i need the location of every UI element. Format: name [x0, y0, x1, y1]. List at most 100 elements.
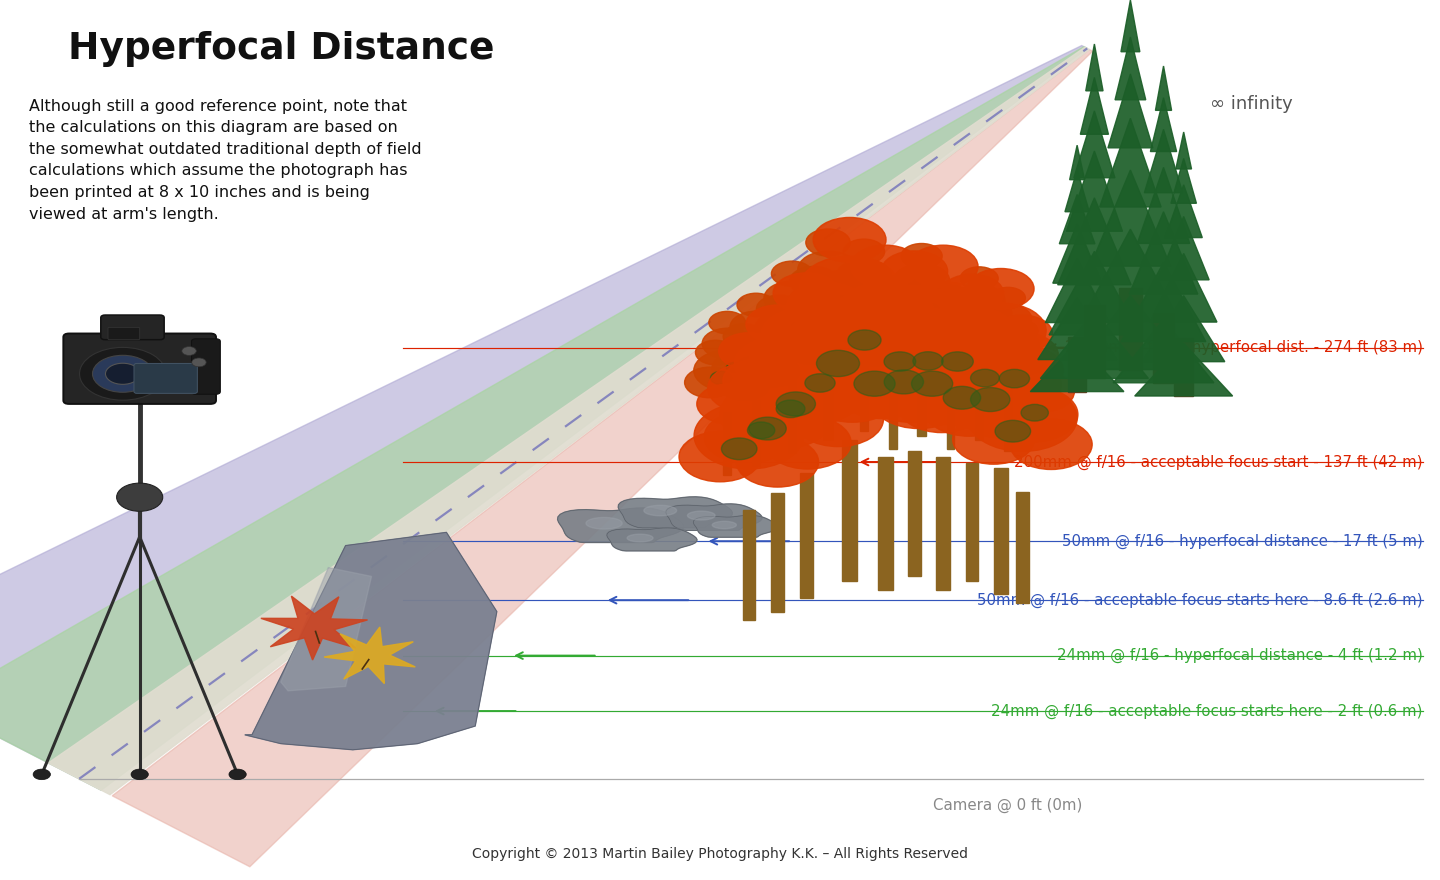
Polygon shape — [788, 379, 796, 453]
FancyBboxPatch shape — [134, 363, 197, 393]
Circle shape — [737, 293, 775, 317]
Polygon shape — [644, 505, 677, 516]
Circle shape — [968, 385, 1077, 451]
Circle shape — [825, 306, 901, 353]
Circle shape — [704, 411, 791, 464]
Circle shape — [845, 310, 870, 324]
Circle shape — [793, 391, 884, 447]
Circle shape — [832, 289, 913, 338]
Circle shape — [971, 370, 999, 387]
Circle shape — [708, 363, 791, 414]
Circle shape — [694, 350, 760, 391]
Circle shape — [881, 251, 948, 291]
Circle shape — [773, 332, 798, 346]
Circle shape — [870, 285, 960, 341]
Circle shape — [999, 370, 1030, 388]
Polygon shape — [112, 49, 1093, 867]
Polygon shape — [799, 473, 814, 598]
Polygon shape — [824, 359, 832, 440]
Polygon shape — [936, 457, 950, 590]
Text: 200mm @ f/16 - hyperfocal dist. - 274 ft (83 m): 200mm @ f/16 - hyperfocal dist. - 274 ft… — [1064, 340, 1423, 356]
Polygon shape — [665, 504, 762, 531]
Circle shape — [992, 347, 1012, 360]
Circle shape — [763, 365, 832, 407]
Circle shape — [756, 295, 802, 323]
Polygon shape — [723, 413, 732, 475]
Circle shape — [721, 438, 757, 459]
Circle shape — [827, 285, 901, 331]
Circle shape — [835, 259, 893, 293]
Circle shape — [874, 275, 912, 299]
Circle shape — [978, 316, 1017, 340]
Circle shape — [884, 352, 916, 371]
Polygon shape — [1005, 388, 1011, 451]
Polygon shape — [0, 46, 1087, 790]
Circle shape — [739, 356, 762, 370]
Polygon shape — [752, 400, 760, 466]
Circle shape — [747, 327, 789, 352]
Polygon shape — [975, 373, 984, 440]
Polygon shape — [261, 596, 367, 660]
Circle shape — [863, 299, 881, 311]
Circle shape — [896, 282, 991, 340]
Circle shape — [867, 294, 919, 326]
Circle shape — [708, 312, 746, 334]
Circle shape — [816, 305, 873, 339]
Polygon shape — [1142, 296, 1225, 362]
Polygon shape — [878, 457, 893, 590]
Circle shape — [920, 303, 939, 314]
Circle shape — [884, 290, 959, 335]
Circle shape — [971, 301, 1012, 326]
Polygon shape — [1031, 342, 1125, 392]
Polygon shape — [917, 362, 926, 436]
Polygon shape — [245, 532, 497, 750]
Circle shape — [744, 326, 801, 361]
Circle shape — [1008, 371, 1074, 412]
Polygon shape — [586, 517, 622, 529]
FancyBboxPatch shape — [63, 334, 216, 404]
Circle shape — [851, 246, 920, 288]
Polygon shape — [1120, 0, 1140, 52]
Circle shape — [808, 306, 834, 322]
Polygon shape — [1145, 129, 1182, 193]
Polygon shape — [324, 627, 415, 684]
Circle shape — [755, 347, 772, 357]
Polygon shape — [907, 451, 922, 576]
Circle shape — [913, 312, 969, 347]
Polygon shape — [606, 528, 697, 551]
Circle shape — [1001, 346, 1048, 375]
Circle shape — [870, 313, 946, 359]
Polygon shape — [888, 382, 897, 449]
Text: 50mm @ f/16 - acceptable focus starts here - 8.6 ft (2.6 m): 50mm @ f/16 - acceptable focus starts he… — [978, 592, 1423, 608]
Polygon shape — [557, 508, 684, 542]
Circle shape — [999, 319, 1038, 342]
Circle shape — [968, 343, 1015, 372]
Circle shape — [773, 273, 840, 313]
Circle shape — [968, 268, 1034, 309]
Polygon shape — [281, 568, 372, 691]
Circle shape — [913, 352, 943, 370]
Polygon shape — [1151, 98, 1176, 151]
FancyBboxPatch shape — [108, 327, 140, 340]
Circle shape — [783, 306, 916, 387]
Polygon shape — [1115, 37, 1146, 99]
Polygon shape — [1074, 111, 1115, 178]
Polygon shape — [1086, 44, 1103, 91]
Polygon shape — [1174, 338, 1194, 396]
Polygon shape — [1107, 74, 1153, 148]
Circle shape — [962, 330, 985, 344]
Polygon shape — [994, 468, 1008, 594]
Circle shape — [886, 338, 937, 370]
Circle shape — [1007, 338, 1022, 348]
Circle shape — [942, 317, 982, 341]
Circle shape — [776, 392, 815, 416]
Circle shape — [960, 267, 998, 290]
Polygon shape — [1158, 216, 1210, 280]
Polygon shape — [1067, 151, 1123, 231]
Polygon shape — [1081, 229, 1179, 321]
Polygon shape — [1090, 170, 1171, 266]
Circle shape — [726, 363, 743, 372]
Circle shape — [899, 380, 985, 433]
Circle shape — [827, 295, 847, 307]
FancyBboxPatch shape — [101, 315, 164, 340]
